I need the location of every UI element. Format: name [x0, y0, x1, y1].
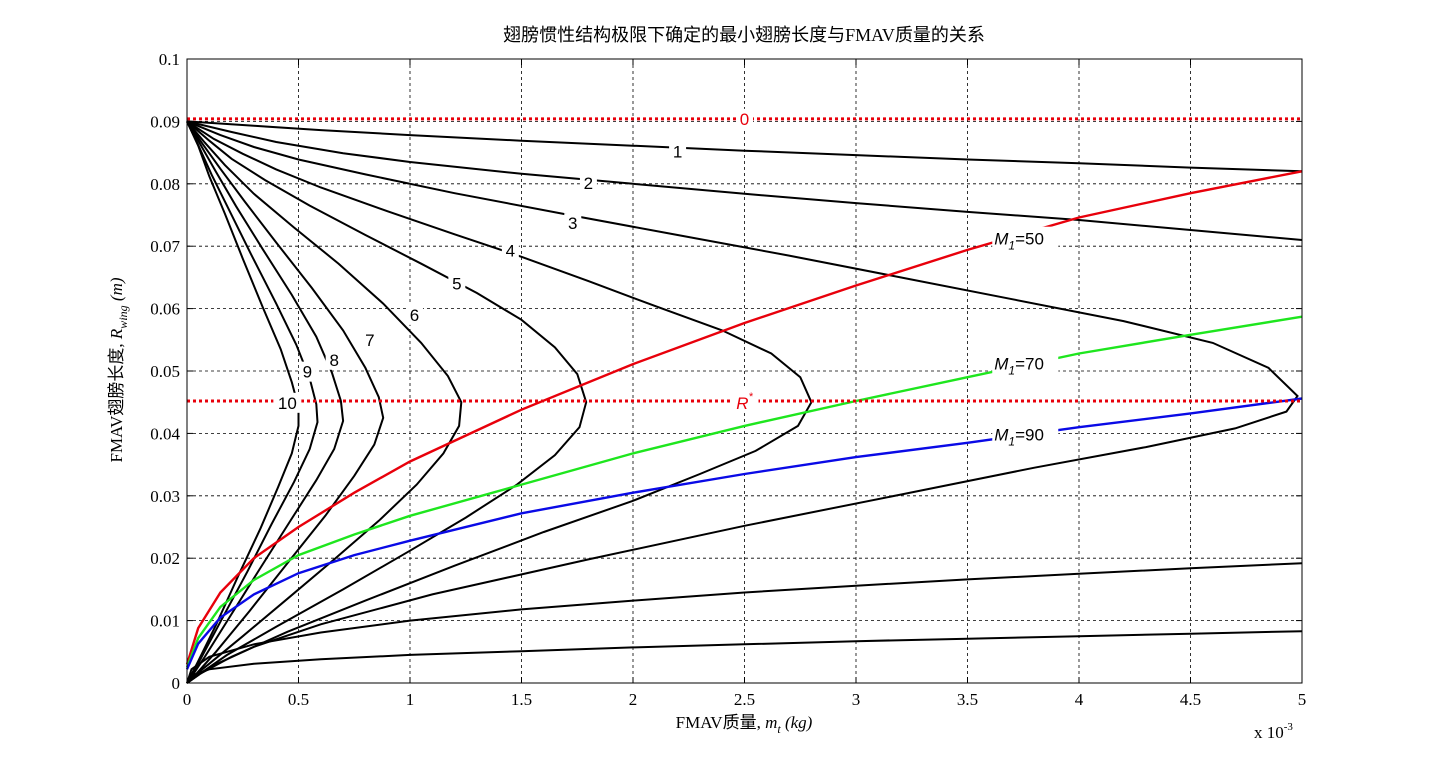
series-label-subscript: 1 [1008, 239, 1015, 253]
series-label-subscript: 1 [1008, 435, 1015, 449]
y-tick-label: 0.1 [159, 50, 180, 69]
axis-ticks: 0 0.5 1 1.5 2 2.5 3 3.5 4 4.5 5 0 0.01 0.02 0.03 0.04 0.… [150, 50, 1306, 709]
y-tick-label: 0.04 [150, 424, 180, 443]
y-axis-label-text: FMAV翅膀长度, [107, 339, 126, 462]
contour-line-unlabeled [186, 630, 1303, 684]
x-tick-label: 3 [852, 690, 861, 709]
contour-line-3 [186, 120, 1299, 684]
x-tick-label: 0 [183, 690, 192, 709]
series-label-value: =50 [1015, 230, 1044, 249]
series-label-symbol: M [994, 355, 1009, 374]
contour-line-10 [186, 120, 300, 684]
contour-label-10: 10 [278, 394, 297, 413]
x-tick-label: 2.5 [734, 690, 755, 709]
contour-label-bg [405, 304, 423, 325]
contour-label-bg [736, 108, 753, 129]
contour-label-2: 2 [584, 174, 593, 193]
chart-title: 翅膀惯性结构极限下确定的最小翅膀长度与FMAV质量的关系 [503, 25, 985, 45]
x-tick-label: 0.5 [288, 690, 309, 709]
x-tick-label: 1.5 [511, 690, 532, 709]
reference-label-R*: R* [736, 391, 753, 413]
y-tick-label: 0 [172, 674, 181, 693]
contour-label-8: 8 [329, 351, 338, 370]
x-tick-label: 5 [1298, 690, 1307, 709]
x-tick-label: 4.5 [1180, 690, 1201, 709]
series-label-subscript: 1 [1008, 364, 1015, 378]
y-tick-label: 0.01 [150, 612, 180, 631]
y-axis-label: FMAV翅膀长度, Rwing (m) [107, 277, 130, 462]
x-tick-label: 3.5 [957, 690, 978, 709]
x-tick-label: 2 [629, 690, 638, 709]
reference-label-superscript: * [749, 391, 754, 403]
contour-label-1: 1 [673, 142, 682, 161]
contour-label-bg [579, 173, 597, 194]
x-axis-label-symbol: m [765, 713, 777, 732]
contour-label-bg [501, 240, 519, 261]
x-tick-label: 1 [406, 690, 415, 709]
grid-lines [187, 59, 1302, 683]
y-tick-label: 0.02 [150, 549, 180, 568]
y-tick-label: 0.08 [150, 175, 180, 194]
series-label-bg [992, 422, 1059, 449]
lower-contours [186, 562, 1303, 684]
contour-line-2 [186, 120, 1303, 241]
series-label-M1=50: M1=50 [994, 230, 1044, 253]
y-tick-label: 0.07 [150, 237, 180, 256]
x-axis-label-subscript: t [777, 722, 781, 736]
contour-label-4: 4 [506, 242, 515, 261]
series-label-M1=70: M1=70 [994, 355, 1044, 378]
reference-label-bg [732, 388, 759, 413]
y-tick-label: 0.06 [150, 300, 180, 319]
contour-label-bg [273, 392, 302, 413]
contour-line-9 [186, 120, 319, 684]
y-tick-label: 0.05 [150, 362, 180, 381]
contour-label-7: 7 [365, 331, 374, 350]
contour-label-6: 6 [410, 306, 419, 325]
series-label-bg [992, 226, 1059, 253]
y-axis-label-unit: (m) [107, 277, 126, 305]
series-label-symbol: M [994, 426, 1009, 445]
contour-line-5 [186, 120, 588, 684]
contour-label-5: 5 [452, 275, 461, 294]
contour-label-bg [564, 213, 582, 234]
contour-label-bg [448, 273, 466, 294]
contour-label-bg [298, 361, 316, 382]
contour-line-4 [186, 120, 813, 684]
x-axis-multiplier-exponent: -3 [1284, 721, 1294, 733]
x-tick-label: 4 [1075, 690, 1084, 709]
contour-line-unlabeled [186, 562, 1303, 684]
contour-label-3: 3 [568, 214, 577, 233]
contour-label-bg [669, 141, 687, 162]
contour-line-7 [186, 120, 385, 684]
contour-label-0: 0 [740, 110, 749, 129]
series-label-M1=90: M1=90 [994, 426, 1044, 449]
series-label-bg [992, 351, 1059, 378]
series-label-value: =90 [1015, 426, 1044, 445]
y-tick-label: 0.09 [150, 112, 180, 131]
x-axis-multiplier: x 10-3 [1254, 721, 1293, 742]
contour-label-bg [361, 329, 379, 350]
contour-line-6 [186, 120, 463, 684]
x-axis-multiplier-base: x 10 [1254, 723, 1284, 742]
x-axis-label-text: FMAV质量, [676, 713, 765, 732]
contour-label-bg [325, 349, 343, 370]
contour-line-8 [186, 120, 345, 684]
y-axis-label-subscript: wing [116, 305, 130, 328]
y-tick-label: 0.03 [150, 487, 180, 506]
series-label-value: =70 [1015, 355, 1044, 374]
contour-lines [186, 117, 1303, 684]
reference-label-symbol: R [736, 394, 748, 413]
contour-line-1 [186, 120, 1303, 173]
x-axis-label-unit: (kg) [781, 713, 813, 732]
series-label-symbol: M [994, 230, 1009, 249]
contour-label-9: 9 [303, 363, 312, 382]
x-axis-label: FMAV质量, mt (kg) [676, 713, 813, 736]
y-axis-label-symbol: R [107, 328, 126, 340]
